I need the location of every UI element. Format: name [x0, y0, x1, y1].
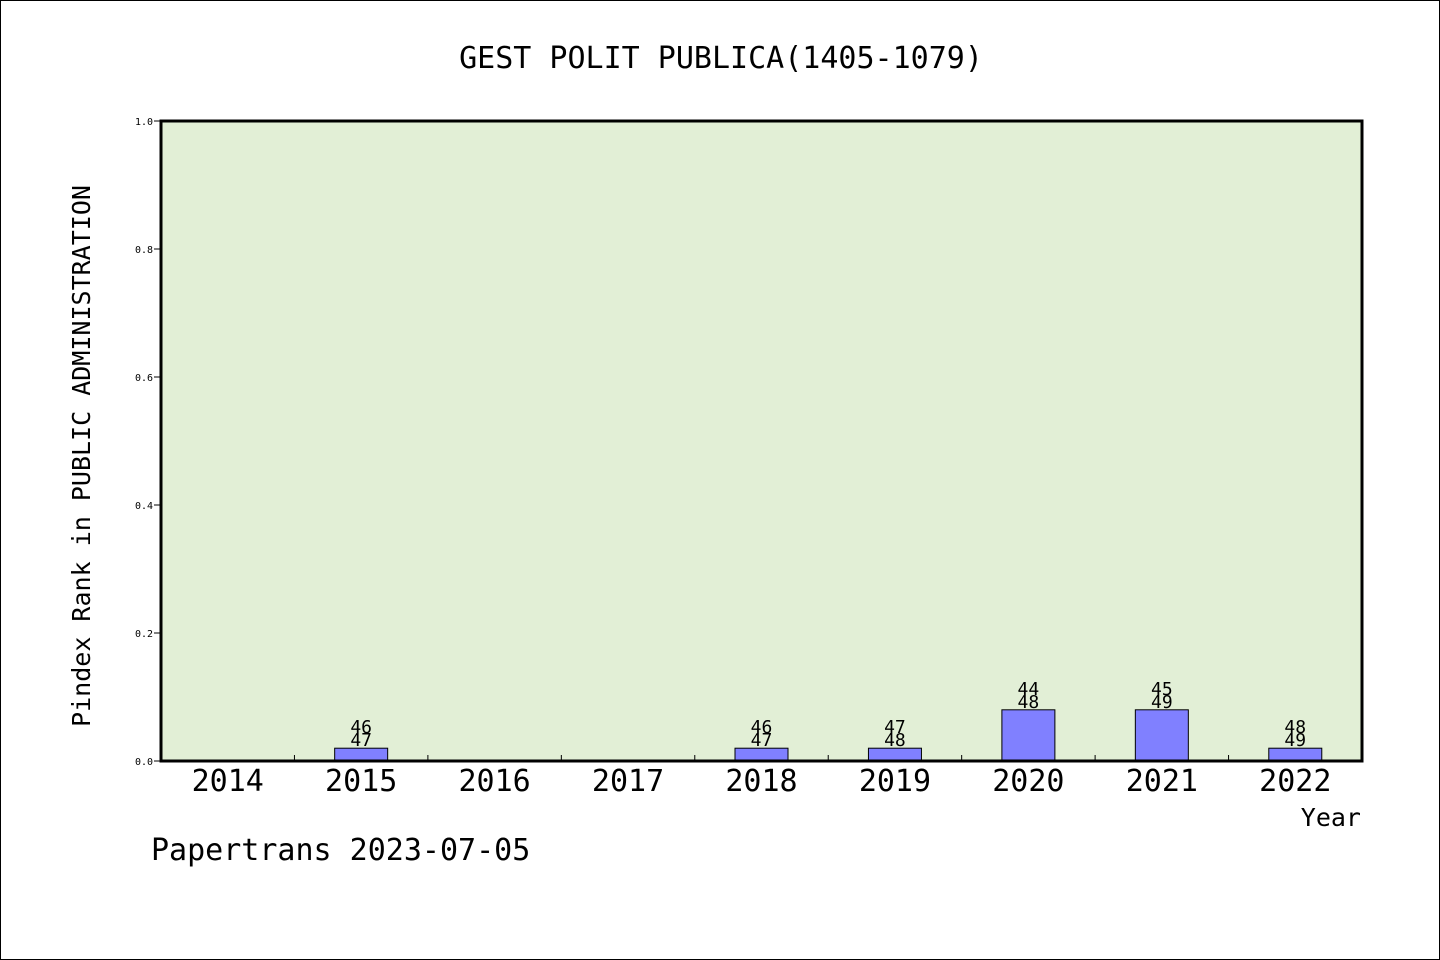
bar-data-label: 48: [1284, 717, 1306, 738]
bars-group: [334, 709, 1323, 762]
bar-data-label: 44: [1018, 679, 1040, 700]
y-axis-ticks: 0.0 0.2 0.4 0.6 0.8 1.0: [135, 117, 161, 768]
x-tick-label: 2022: [1259, 764, 1331, 799]
footer-credit: Papertrans 2023-07-05: [151, 833, 531, 868]
x-tick-label: 2017: [592, 764, 664, 799]
x-tick-label: 2018: [725, 764, 797, 799]
x-tick-label: 2014: [192, 764, 264, 799]
bar-data-label: 45: [1151, 679, 1173, 700]
x-tick-label: 2019: [859, 764, 931, 799]
bar-data-label: 49: [1151, 692, 1173, 713]
bar-data-label: 47: [884, 717, 906, 738]
x-tick-label: 2016: [458, 764, 530, 799]
bar-2020: [1001, 709, 1056, 762]
bar-data-label: 47: [751, 730, 773, 751]
y-tick-label: 0.6: [135, 373, 153, 384]
y-tick-label: 0.2: [135, 629, 153, 640]
x-axis-label: Year: [1301, 803, 1361, 832]
bar-data-label: 49: [1284, 730, 1306, 751]
bar-data-label: 46: [751, 717, 773, 738]
x-axis-ticks: 2014 2015 2016 2017 2018 2019 2020 2021 2022: [192, 755, 1331, 799]
bar-data-label: 47: [350, 730, 372, 751]
x-tick-label: 2020: [992, 764, 1064, 799]
chart-title: GEST POLIT PUBLICA(1405-1079): [459, 41, 983, 76]
bar-2021: [1134, 709, 1189, 762]
bar-data-label: 46: [350, 717, 372, 738]
plot-area: [161, 121, 1362, 761]
y-tick-label: 0.8: [135, 245, 153, 256]
y-tick-label: 0.0: [135, 757, 153, 768]
y-tick-label: 0.4: [135, 501, 153, 512]
bar-data-label: 48: [884, 730, 906, 751]
bar-data-label: 48: [1018, 692, 1040, 713]
x-tick-label: 2015: [325, 764, 397, 799]
plot-border: [159, 119, 1364, 763]
y-tick-label: 1.0: [135, 117, 153, 128]
y-axis-label: Pindex Rank in PUBLIC ADMINISTRATION: [67, 185, 96, 727]
x-tick-label: 2021: [1126, 764, 1198, 799]
